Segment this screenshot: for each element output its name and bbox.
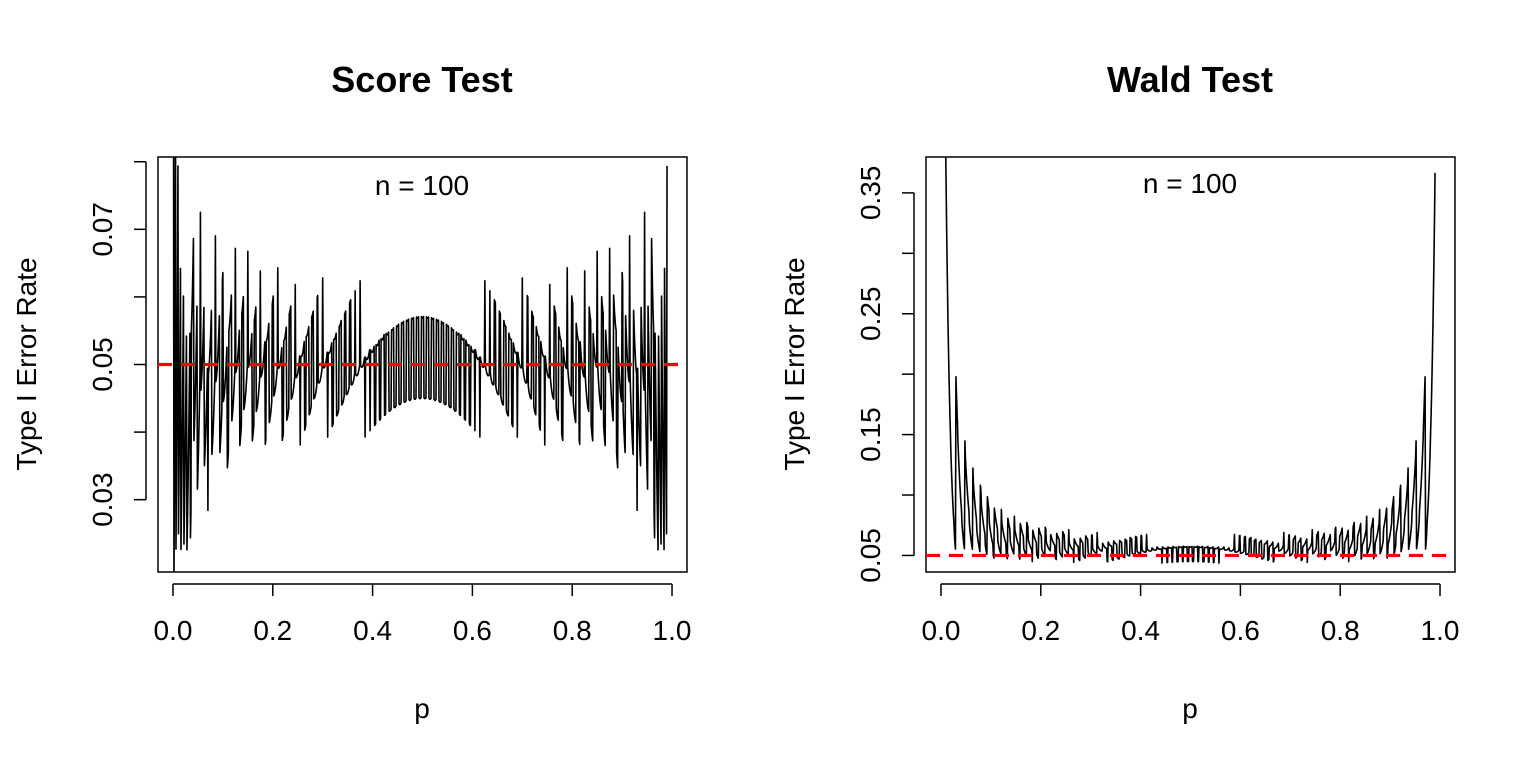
plot-frame — [925, 156, 1456, 573]
x-tick-label: 0.2 — [1021, 615, 1060, 646]
x-axis-label: p — [1182, 693, 1198, 724]
x-tick-label: 0.0 — [922, 615, 961, 646]
x-tick-label: 0.8 — [1321, 615, 1360, 646]
wald-test-panel: Wald Test p Type I Error Rate n = 100 0.… — [779, 59, 1460, 724]
x-tick-label: 0.0 — [154, 615, 193, 646]
y-tick-label: 0.03 — [87, 472, 118, 527]
chart-title: Score Test — [331, 59, 512, 100]
y-tick-label: 0.15 — [855, 407, 886, 462]
score-test-panel: Score Test p Type I Error Rate n = 100 0… — [11, 59, 691, 724]
y-tick-label: 0.25 — [855, 286, 886, 341]
x-tick-label: 0.6 — [453, 615, 492, 646]
x-tick-label: 0.6 — [1221, 615, 1260, 646]
chart-title: Wald Test — [1107, 59, 1273, 100]
y-tick-label: 0.05 — [855, 528, 886, 583]
x-tick-label: 0.8 — [553, 615, 592, 646]
series-line-score — [172, 157, 668, 572]
y-axis-label: Type I Error Rate — [11, 257, 42, 470]
y-tick-label: 0.35 — [855, 166, 886, 221]
series-line-wald — [944, 157, 1436, 564]
x-axis-label: p — [414, 693, 430, 724]
x-tick-label: 1.0 — [653, 615, 692, 646]
annotation-n: n = 100 — [1143, 168, 1237, 199]
y-axis-label: Type I Error Rate — [779, 257, 810, 470]
annotation-n: n = 100 — [375, 170, 469, 201]
x-tick-label: 1.0 — [1421, 615, 1460, 646]
y-tick-label: 0.05 — [87, 337, 118, 392]
x-tick-label: 0.4 — [1121, 615, 1160, 646]
y-tick-label: 0.07 — [87, 202, 118, 257]
x-tick-label: 0.4 — [353, 615, 392, 646]
x-tick-label: 0.2 — [253, 615, 292, 646]
